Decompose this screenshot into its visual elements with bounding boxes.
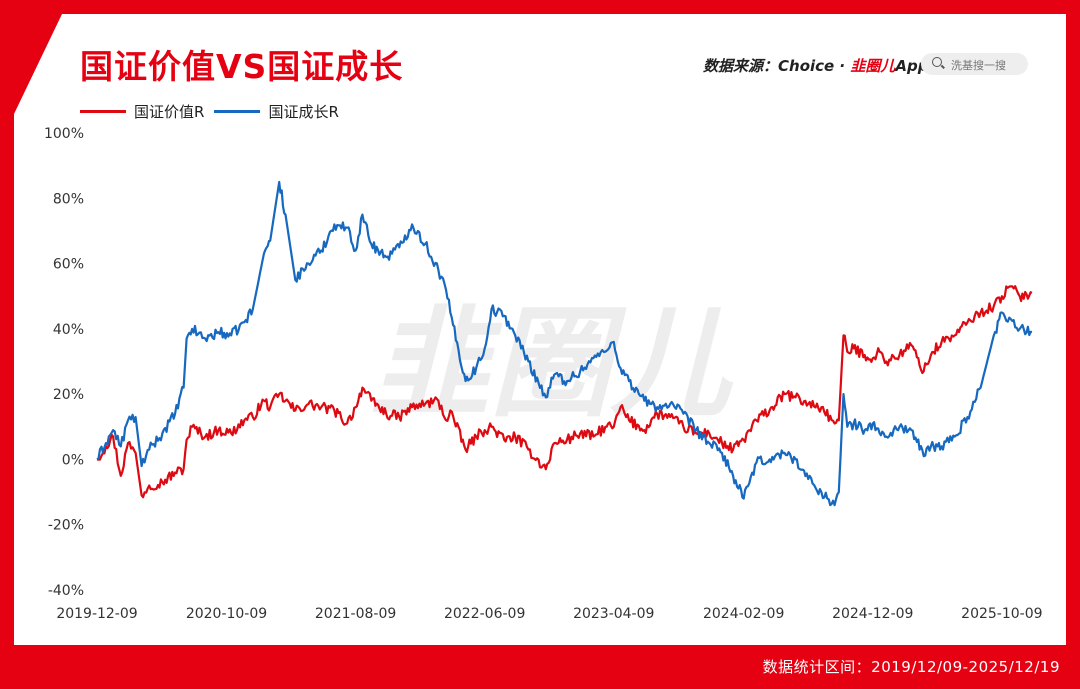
legend-label-growth: 国证成长R bbox=[268, 103, 339, 121]
date-range-footer: 数据统计区间：2019/12/09-2025/12/19 bbox=[762, 658, 1060, 676]
source-prefix: 数据来源：Choice · bbox=[703, 57, 851, 75]
y-tick-label: 60% bbox=[53, 257, 84, 273]
y-axis-ticks: 100% 80% 60% 40% 20% 0% -20% -40% bbox=[44, 126, 84, 599]
source-suffix: App bbox=[895, 57, 929, 75]
y-tick-label: 100% bbox=[44, 126, 84, 142]
search-placeholder: 洗基搜一搜 bbox=[951, 59, 1006, 72]
x-tick-label: 2021-08-09 bbox=[315, 606, 396, 622]
y-tick-label: -40% bbox=[48, 583, 84, 599]
legend-swatch-growth bbox=[214, 110, 261, 113]
x-tick-label: 2019-12-09 bbox=[56, 606, 137, 622]
x-axis-ticks: 2019-12-09 2020-10-09 2021-08-09 2022-06-09… bbox=[56, 606, 1042, 622]
source-brand: 韭圈儿 bbox=[850, 57, 896, 75]
y-tick-label: 40% bbox=[53, 322, 84, 338]
series-line-value bbox=[96, 285, 1033, 499]
y-tick-label: 80% bbox=[53, 191, 84, 207]
legend-swatch-value bbox=[80, 110, 126, 113]
series-layer bbox=[96, 180, 1033, 507]
x-tick-label: 2024-02-09 bbox=[703, 606, 784, 622]
y-tick-label: -20% bbox=[48, 518, 84, 534]
legend-label-value: 国证价值R bbox=[134, 103, 205, 121]
x-tick-label: 2020-10-09 bbox=[186, 606, 267, 622]
x-tick-label: 2024-12-09 bbox=[832, 606, 913, 622]
search-box[interactable]: 洗基搜一搜 bbox=[921, 53, 1028, 75]
search-icon bbox=[932, 57, 942, 67]
legend-item-growth: 国证成长R bbox=[214, 101, 339, 122]
x-tick-label: 2023-04-09 bbox=[573, 606, 654, 622]
chart-panel bbox=[14, 14, 1066, 645]
x-tick-label: 2025-10-09 bbox=[961, 606, 1042, 622]
data-source: 数据来源：Choice · 韭圈儿App bbox=[703, 55, 928, 76]
watermark: 韭圈儿 bbox=[370, 295, 734, 434]
corner-decoration bbox=[14, 14, 62, 114]
y-tick-label: 20% bbox=[53, 387, 84, 403]
legend-item-value: 国证价值R bbox=[80, 101, 204, 122]
y-tick-label: 0% bbox=[62, 452, 84, 468]
chart-legend: 国证价值R 国证成长R bbox=[80, 101, 349, 122]
page-title: 国证价值VS国证成长 bbox=[80, 47, 404, 86]
series-line-growth bbox=[96, 180, 1033, 507]
x-tick-label: 2022-06-09 bbox=[444, 606, 525, 622]
